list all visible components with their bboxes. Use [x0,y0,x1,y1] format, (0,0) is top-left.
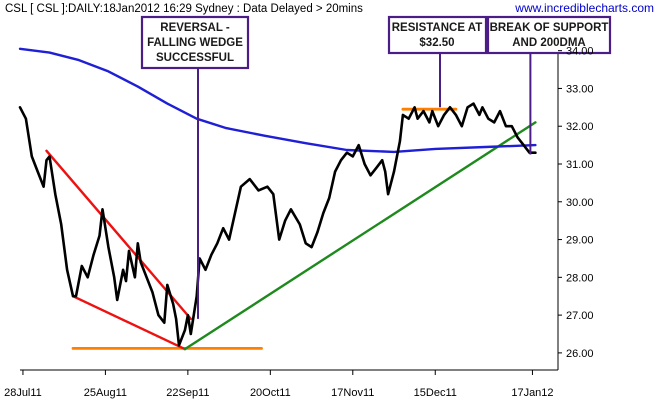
moving-average-200-line [18,47,537,154]
y-tick-label: 31.00 [566,159,594,171]
x-tick-label: 25Aug11 [84,387,127,399]
support-line [183,121,537,351]
x-tick-label: 20Oct11 [250,387,291,399]
x-axis-ticks: 28Jul11 25Aug11 22Sep11 20Oct11 17Nov11 15Dec… [4,370,554,399]
moving-average-layer [18,47,537,154]
y-tick-label: 30.00 [566,197,594,209]
y-tick-label: 26.00 [566,348,594,360]
annotation-pointers [197,53,532,319]
y-axis-ticks: 26.00 27.00 28.00 29.00 30.00 31.00 32.00 33.00… [558,46,594,360]
y-tick-label: 34.00 [566,46,594,58]
annotation-reversal-line-2: FALLING WEDGE [147,37,243,49]
annotation-resistance-line-2: $32.50 [419,37,454,49]
y-tick-label: 32.00 [566,121,594,133]
x-tick-label: 17Nov11 [331,387,374,399]
x-tick-label: 15Dec11 [414,387,457,399]
y-tick-label: 29.00 [566,235,594,247]
x-tick-label: 22Sep11 [166,387,209,399]
annotation-reversal-line-3: SUCCESSFUL [156,52,234,64]
y-tick-label: 33.00 [566,83,594,95]
y-tick-label: 28.00 [566,272,594,284]
annotation-breakdown-line-1: BREAK OF SUPPORT [490,22,609,34]
x-tick-label: 28Jul11 [4,387,42,399]
watermark: www.incrediblecharts.com [514,1,654,15]
annotation-breakdown-line-2: AND 200DMA [512,37,586,49]
annotation-breakdown: BREAK OF SUPPORT AND 200DMA [486,15,612,55]
annotation-reversal-line-1: REVERSAL - [160,22,230,34]
wedge-lower-line [71,295,187,351]
price-layer [18,102,537,347]
y-tick-label: 27.00 [566,310,594,322]
annotation-resistance: RESISTANCE AT $32.50 [387,15,488,55]
chart-header: CSL [ CSL ]:DAILY:18Jan2012 16:29 Sydney… [5,3,363,15]
x-tick-label: 17Jan12 [511,387,553,399]
trendlines [45,121,537,351]
price-line [18,102,537,347]
annotation-resistance-line-1: RESISTANCE AT [392,22,483,34]
annotation-reversal: REVERSAL - FALLING WEDGE SUCCESSFUL [140,15,250,70]
